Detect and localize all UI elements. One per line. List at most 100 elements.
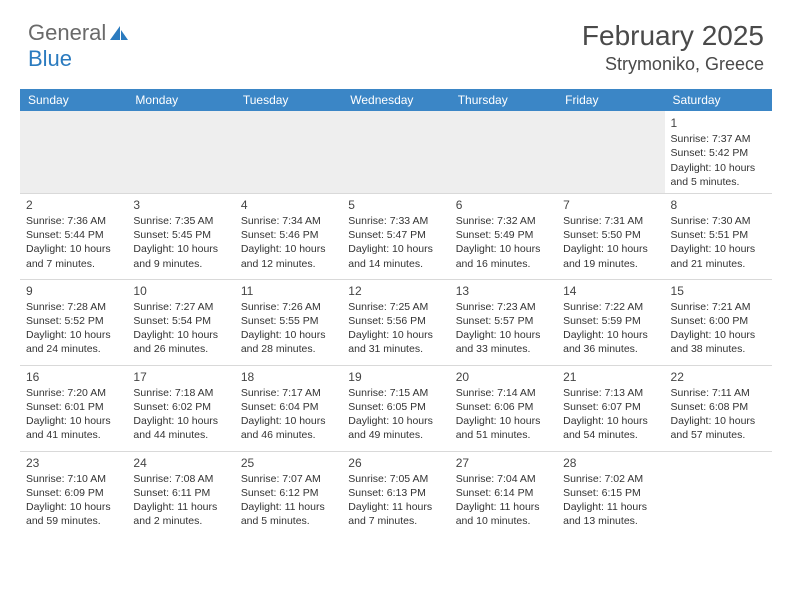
sunrise-text: Sunrise: 7:07 AM: [241, 472, 336, 486]
daylight-text: Daylight: 10 hours and 16 minutes.: [456, 242, 551, 270]
calendar-cell: 6Sunrise: 7:32 AMSunset: 5:49 PMDaylight…: [450, 193, 557, 279]
daylight-text: Daylight: 10 hours and 26 minutes.: [133, 328, 228, 356]
sunset-text: Sunset: 5:52 PM: [26, 314, 121, 328]
sunset-text: Sunset: 6:13 PM: [348, 486, 443, 500]
calendar-cell: 25Sunrise: 7:07 AMSunset: 6:12 PMDayligh…: [235, 451, 342, 536]
calendar-row: 9Sunrise: 7:28 AMSunset: 5:52 PMDaylight…: [20, 279, 772, 365]
daylight-text: Daylight: 10 hours and 14 minutes.: [348, 242, 443, 270]
day-number: 28: [563, 455, 658, 471]
calendar-cell: 17Sunrise: 7:18 AMSunset: 6:02 PMDayligh…: [127, 365, 234, 451]
sunrise-text: Sunrise: 7:08 AM: [133, 472, 228, 486]
sunset-text: Sunset: 5:50 PM: [563, 228, 658, 242]
sunrise-text: Sunrise: 7:17 AM: [241, 386, 336, 400]
day-number: 2: [26, 197, 121, 213]
calendar-cell: 27Sunrise: 7:04 AMSunset: 6:14 PMDayligh…: [450, 451, 557, 536]
title-block: February 2025 Strymoniko, Greece: [582, 20, 764, 75]
sunrise-text: Sunrise: 7:11 AM: [671, 386, 766, 400]
calendar-table: SundayMondayTuesdayWednesdayThursdayFrid…: [20, 89, 772, 536]
sunset-text: Sunset: 5:56 PM: [348, 314, 443, 328]
calendar-row: 1Sunrise: 7:37 AMSunset: 5:42 PMDaylight…: [20, 111, 772, 193]
calendar-cell: 20Sunrise: 7:14 AMSunset: 6:06 PMDayligh…: [450, 365, 557, 451]
calendar-cell-empty: [127, 111, 234, 193]
daylight-text: Daylight: 10 hours and 36 minutes.: [563, 328, 658, 356]
day-header: Thursday: [450, 89, 557, 111]
daylight-text: Daylight: 10 hours and 59 minutes.: [26, 500, 121, 528]
daylight-text: Daylight: 10 hours and 12 minutes.: [241, 242, 336, 270]
calendar-cell: 14Sunrise: 7:22 AMSunset: 5:59 PMDayligh…: [557, 279, 664, 365]
sunset-text: Sunset: 6:09 PM: [26, 486, 121, 500]
day-number: 23: [26, 455, 121, 471]
sunrise-text: Sunrise: 7:27 AM: [133, 300, 228, 314]
daylight-text: Daylight: 10 hours and 41 minutes.: [26, 414, 121, 442]
calendar-cell: 4Sunrise: 7:34 AMSunset: 5:46 PMDaylight…: [235, 193, 342, 279]
calendar-head: SundayMondayTuesdayWednesdayThursdayFrid…: [20, 89, 772, 111]
day-number: 11: [241, 283, 336, 299]
daylight-text: Daylight: 11 hours and 7 minutes.: [348, 500, 443, 528]
daylight-text: Daylight: 11 hours and 10 minutes.: [456, 500, 551, 528]
sunrise-text: Sunrise: 7:04 AM: [456, 472, 551, 486]
sunset-text: Sunset: 6:00 PM: [671, 314, 766, 328]
sunrise-text: Sunrise: 7:20 AM: [26, 386, 121, 400]
daylight-text: Daylight: 10 hours and 46 minutes.: [241, 414, 336, 442]
daylight-text: Daylight: 10 hours and 44 minutes.: [133, 414, 228, 442]
sunrise-text: Sunrise: 7:26 AM: [241, 300, 336, 314]
sunset-text: Sunset: 6:15 PM: [563, 486, 658, 500]
calendar-cell: 5Sunrise: 7:33 AMSunset: 5:47 PMDaylight…: [342, 193, 449, 279]
calendar-cell-empty: [342, 111, 449, 193]
logo-text-2: Blue: [28, 46, 72, 72]
sunrise-text: Sunrise: 7:18 AM: [133, 386, 228, 400]
sunrise-text: Sunrise: 7:05 AM: [348, 472, 443, 486]
month-title: February 2025: [582, 20, 764, 52]
day-number: 24: [133, 455, 228, 471]
calendar-cell: 15Sunrise: 7:21 AMSunset: 6:00 PMDayligh…: [665, 279, 772, 365]
calendar-row: 2Sunrise: 7:36 AMSunset: 5:44 PMDaylight…: [20, 193, 772, 279]
day-number: 4: [241, 197, 336, 213]
sunset-text: Sunset: 6:05 PM: [348, 400, 443, 414]
day-number: 21: [563, 369, 658, 385]
day-header: Saturday: [665, 89, 772, 111]
day-number: 27: [456, 455, 551, 471]
calendar-cell: 28Sunrise: 7:02 AMSunset: 6:15 PMDayligh…: [557, 451, 664, 536]
sunset-text: Sunset: 6:01 PM: [26, 400, 121, 414]
day-number: 15: [671, 283, 766, 299]
day-number: 5: [348, 197, 443, 213]
sunrise-text: Sunrise: 7:21 AM: [671, 300, 766, 314]
header: General February 2025 Strymoniko, Greece: [0, 0, 792, 83]
logo: General: [28, 20, 130, 46]
day-number: 9: [26, 283, 121, 299]
sunset-text: Sunset: 6:12 PM: [241, 486, 336, 500]
sunset-text: Sunset: 5:54 PM: [133, 314, 228, 328]
sunrise-text: Sunrise: 7:02 AM: [563, 472, 658, 486]
calendar-cell: 13Sunrise: 7:23 AMSunset: 5:57 PMDayligh…: [450, 279, 557, 365]
calendar-cell: 1Sunrise: 7:37 AMSunset: 5:42 PMDaylight…: [665, 111, 772, 193]
sunrise-text: Sunrise: 7:14 AM: [456, 386, 551, 400]
calendar-cell-empty: [20, 111, 127, 193]
calendar-cell: 19Sunrise: 7:15 AMSunset: 6:05 PMDayligh…: [342, 365, 449, 451]
calendar-cell: 8Sunrise: 7:30 AMSunset: 5:51 PMDaylight…: [665, 193, 772, 279]
sunrise-text: Sunrise: 7:32 AM: [456, 214, 551, 228]
day-number: 18: [241, 369, 336, 385]
day-number: 19: [348, 369, 443, 385]
calendar-cell: 21Sunrise: 7:13 AMSunset: 6:07 PMDayligh…: [557, 365, 664, 451]
calendar-cell-empty: [665, 451, 772, 536]
daylight-text: Daylight: 10 hours and 28 minutes.: [241, 328, 336, 356]
day-number: 8: [671, 197, 766, 213]
calendar-cell-empty: [235, 111, 342, 193]
calendar-cell-empty: [557, 111, 664, 193]
daylight-text: Daylight: 10 hours and 57 minutes.: [671, 414, 766, 442]
daylight-text: Daylight: 10 hours and 51 minutes.: [456, 414, 551, 442]
day-number: 7: [563, 197, 658, 213]
sunrise-text: Sunrise: 7:34 AM: [241, 214, 336, 228]
sunset-text: Sunset: 5:42 PM: [671, 146, 766, 160]
sunrise-text: Sunrise: 7:13 AM: [563, 386, 658, 400]
calendar-cell-empty: [450, 111, 557, 193]
sunset-text: Sunset: 6:08 PM: [671, 400, 766, 414]
sunrise-text: Sunrise: 7:25 AM: [348, 300, 443, 314]
daylight-text: Daylight: 10 hours and 9 minutes.: [133, 242, 228, 270]
daylight-text: Daylight: 10 hours and 31 minutes.: [348, 328, 443, 356]
calendar-cell: 2Sunrise: 7:36 AMSunset: 5:44 PMDaylight…: [20, 193, 127, 279]
day-number: 22: [671, 369, 766, 385]
daylight-text: Daylight: 10 hours and 19 minutes.: [563, 242, 658, 270]
calendar-cell: 12Sunrise: 7:25 AMSunset: 5:56 PMDayligh…: [342, 279, 449, 365]
sunset-text: Sunset: 6:04 PM: [241, 400, 336, 414]
